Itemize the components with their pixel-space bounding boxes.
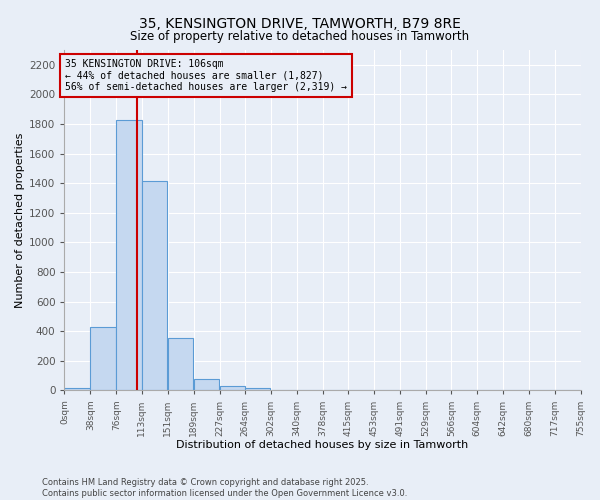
- X-axis label: Distribution of detached houses by size in Tamworth: Distribution of detached houses by size …: [176, 440, 469, 450]
- Text: Contains HM Land Registry data © Crown copyright and database right 2025.
Contai: Contains HM Land Registry data © Crown c…: [42, 478, 407, 498]
- Bar: [116, 120, 142, 390]
- Y-axis label: Number of detached properties: Number of detached properties: [15, 132, 25, 308]
- Bar: [64, 388, 90, 390]
- Bar: [220, 386, 245, 390]
- Bar: [91, 327, 116, 390]
- Bar: [167, 338, 193, 390]
- Bar: [194, 378, 219, 390]
- Bar: [142, 181, 167, 390]
- Text: 35 KENSINGTON DRIVE: 106sqm
← 44% of detached houses are smaller (1,827)
56% of : 35 KENSINGTON DRIVE: 106sqm ← 44% of det…: [65, 59, 347, 92]
- Text: Size of property relative to detached houses in Tamworth: Size of property relative to detached ho…: [130, 30, 470, 43]
- Bar: [245, 388, 270, 390]
- Text: 35, KENSINGTON DRIVE, TAMWORTH, B79 8RE: 35, KENSINGTON DRIVE, TAMWORTH, B79 8RE: [139, 18, 461, 32]
